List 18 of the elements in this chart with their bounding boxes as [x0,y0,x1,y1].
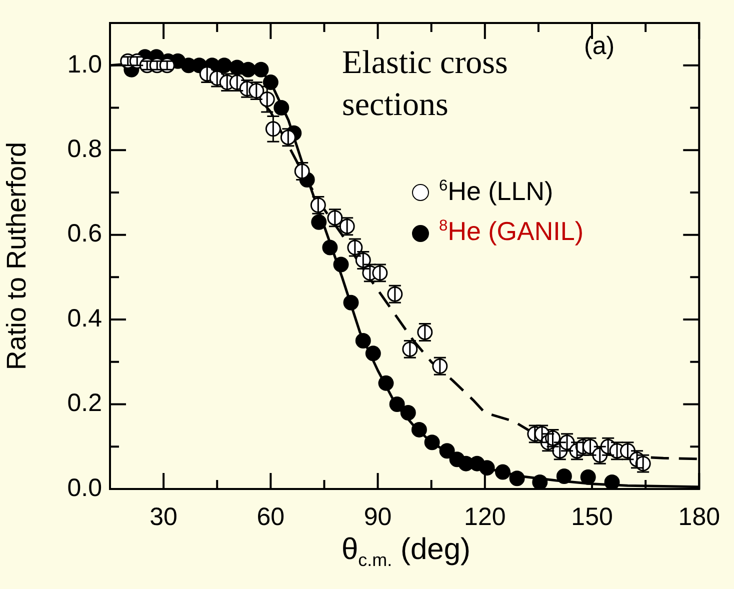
annotation: (a) [584,32,615,61]
y-tick-label: 0.8 [67,134,102,163]
x-axis-title: θ$_{c.m.}$ (deg) [340,533,472,571]
y-tick-label: 1.0 [67,50,102,78]
y-axis-title: Ratio to Rutherford [2,142,32,370]
x-tick-label: 60 [256,502,285,531]
x-tick-label: 180 [678,502,720,531]
annotation: Elastic cross sections [342,44,509,125]
x-tick-label: 30 [150,502,178,531]
legend-label: $^{8}$He (GANIL) [439,216,584,246]
y-tick-label: 0.2 [67,389,102,418]
y-tick-label: 0.6 [67,220,102,248]
y-tick-label: 0.4 [67,304,102,332]
y-tick-label: 0.0 [67,474,102,502]
x-tick-label: 120 [464,502,506,531]
x-tick-label: 90 [364,502,392,531]
x-tick-label: 150 [571,502,613,531]
legend-label: $^{6}$He (LLN) [439,176,554,206]
